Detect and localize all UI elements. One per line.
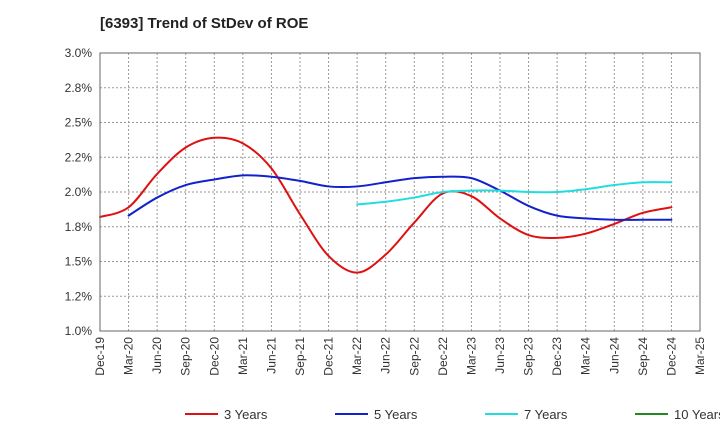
legend: 3 Years 5 Years 7 Years 10 Years [185, 407, 720, 422]
x-tick-label: Dec-24 [664, 337, 678, 376]
y-tick-label: 1.0% [65, 324, 93, 338]
chart-title: [6393] Trend of StDev of ROE [100, 15, 309, 32]
x-tick-label: Jun-22 [379, 337, 393, 374]
y-tick-label: 2.5% [65, 116, 93, 130]
x-tick-label: Dec-19 [93, 337, 107, 376]
legend-label: 7 Years [524, 407, 568, 422]
x-tick-label: Mar-23 [464, 337, 478, 375]
grid [99, 52, 701, 332]
x-tick-label: Jun-20 [150, 337, 164, 374]
y-tick-label: 1.5% [65, 255, 93, 269]
x-tick-label: Mar-20 [122, 337, 136, 375]
y-tick-label: 3.0% [65, 46, 93, 60]
x-tick-label: Jun-24 [607, 337, 621, 374]
x-tick-label: Sep-21 [293, 337, 307, 376]
legend-label: 5 Years [374, 407, 418, 422]
y-tick-label: 1.8% [65, 220, 93, 234]
x-tick-label: Jun-21 [264, 337, 278, 374]
x-tick-label: Mar-25 [693, 337, 707, 375]
x-axis: Dec-19 Mar-20 Jun-20 Sep-20 Dec-20 Mar-21 Jun-… [93, 337, 707, 376]
x-tick-label: Mar-22 [350, 337, 364, 375]
x-tick-label: Mar-24 [579, 337, 593, 375]
plot-border [99, 52, 701, 332]
x-tick-label: Sep-23 [522, 337, 536, 376]
plot-frame [99, 52, 701, 332]
x-tick-label: Sep-22 [407, 337, 421, 376]
y-tick-label: 1.2% [65, 289, 93, 303]
series-group [99, 136, 673, 274]
y-tick-label: 2.0% [65, 185, 93, 199]
legend-label: 10 Years [674, 407, 720, 422]
series-line-5-years [127, 174, 673, 221]
y-tick-label: 2.8% [65, 81, 93, 95]
x-tick-label: Mar-21 [236, 337, 250, 375]
x-tick-label: Dec-21 [322, 337, 336, 376]
legend-label: 3 Years [224, 407, 268, 422]
x-tick-label: Dec-22 [436, 337, 450, 376]
x-tick-label: Dec-20 [207, 337, 221, 376]
x-tick-label: Sep-20 [179, 337, 193, 376]
x-tick-label: Jun-23 [493, 337, 507, 374]
series-line-3-years [99, 136, 673, 274]
series-line-7-years [356, 181, 673, 206]
x-tick-label: Dec-23 [550, 337, 564, 376]
y-tick-label: 2.2% [65, 150, 93, 164]
x-tick-label: Sep-24 [636, 337, 650, 376]
y-axis: 1.0% 1.2% 1.5% 1.8% 2.0% 2.2% 2.5% 2.8% 3.0% [65, 46, 93, 338]
